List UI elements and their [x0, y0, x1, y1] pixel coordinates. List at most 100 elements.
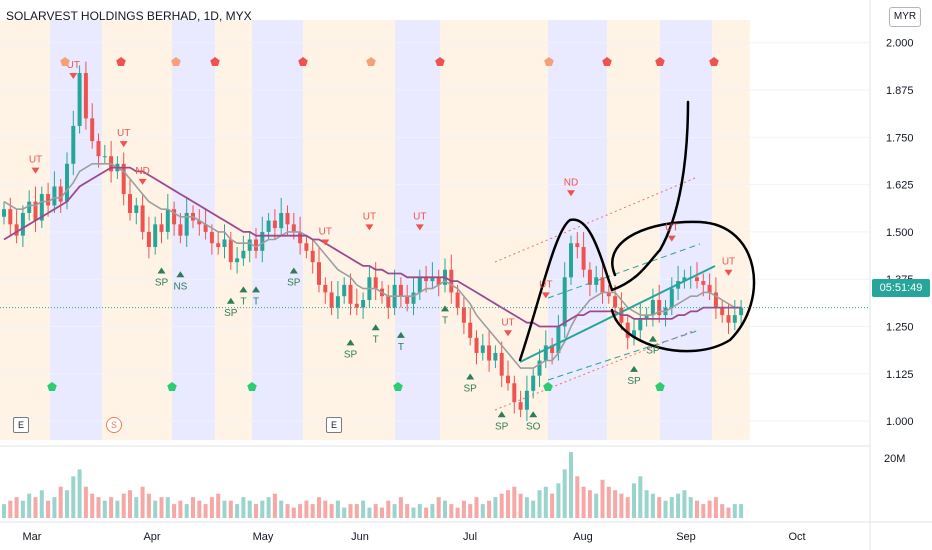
- volume-bar: [373, 504, 378, 518]
- top-signal-marker: [210, 57, 220, 66]
- candle-body: [726, 315, 731, 323]
- signal-label: ND: [564, 177, 578, 188]
- candle-body: [52, 186, 57, 206]
- split-event-icon[interactable]: S: [106, 417, 122, 433]
- signal-ut: UT: [67, 60, 80, 79]
- currency-button[interactable]: MYR: [889, 7, 921, 27]
- buy-triangle: [226, 297, 235, 304]
- candle-body: [682, 277, 687, 282]
- candle-body: [531, 375, 536, 391]
- volume-bar: [537, 490, 542, 518]
- signal-t: T: [239, 286, 248, 307]
- volume-bar: [146, 493, 151, 518]
- volume-bar: [52, 497, 57, 518]
- x-tick-label: Jul: [463, 531, 477, 543]
- signal-label: NS: [173, 281, 187, 292]
- candle-body: [254, 239, 258, 251]
- candle-body: [720, 307, 725, 316]
- signal-label: UT: [501, 317, 514, 328]
- volume-bar: [688, 497, 693, 518]
- signal-label: UT: [363, 211, 376, 222]
- candle-body: [241, 250, 246, 259]
- signal-label: UT: [319, 226, 332, 237]
- buy-triangle: [396, 331, 405, 338]
- channel-outer-line: [494, 177, 696, 263]
- signal-sp: SP: [646, 335, 660, 357]
- candle-body: [216, 243, 221, 248]
- candle-body: [285, 212, 290, 225]
- signal-label: SO: [526, 421, 541, 432]
- volume-bar: [625, 497, 630, 518]
- volume-bar: [701, 504, 706, 518]
- signal-sp: SP: [495, 411, 509, 432]
- candle-body: [468, 322, 473, 338]
- candle-body: [732, 315, 737, 323]
- candle-body: [197, 220, 202, 225]
- background-band: [215, 20, 252, 440]
- buy-triangle: [441, 305, 449, 312]
- volume-bar: [235, 504, 240, 518]
- volume-bar: [197, 500, 202, 518]
- volume-bar: [550, 493, 555, 518]
- buy-triangle: [371, 324, 380, 331]
- volume-bar: [493, 497, 498, 518]
- sell-triangle: [415, 224, 424, 231]
- volume-bar: [443, 500, 447, 518]
- buy-triangle: [497, 411, 506, 418]
- volume-bar: [380, 507, 384, 518]
- candle-body: [669, 288, 674, 308]
- candle-body: [272, 220, 277, 229]
- candle-body: [348, 284, 353, 304]
- candle-body: [178, 224, 183, 236]
- hand-drawn-curve: [610, 100, 690, 292]
- signal-ut: UT: [363, 211, 376, 231]
- candle-body: [373, 277, 378, 289]
- buy-triangle: [289, 267, 298, 274]
- buy-triangle: [176, 271, 185, 278]
- top-signal-marker: [171, 57, 181, 66]
- candle-body: [209, 231, 214, 244]
- volume-bar: [228, 500, 233, 518]
- volume-bar: [279, 500, 284, 518]
- volume-bar: [354, 504, 359, 518]
- volume-bar: [512, 486, 517, 518]
- candle-body: [405, 296, 410, 304]
- x-tick-label: Apr: [143, 531, 160, 543]
- volume-bar: [329, 504, 334, 518]
- volume-bar: [361, 500, 366, 518]
- volume-bar: [216, 493, 221, 518]
- volume-bar: [676, 493, 681, 518]
- candle-body: [83, 72, 88, 119]
- x-tick-label: Aug: [573, 531, 593, 543]
- chart-title: SOLARVEST HOLDINGS BERHAD, 1D, MYX: [6, 9, 252, 23]
- candle-body: [657, 300, 662, 316]
- candle-body: [65, 163, 69, 202]
- volume-bar: [121, 493, 126, 518]
- signal-ut: UT: [722, 257, 735, 276]
- trend-line: [519, 265, 716, 363]
- candle-body: [713, 292, 718, 308]
- bottom-signal-marker: [167, 382, 177, 391]
- volume-bar: [474, 497, 479, 518]
- hand-drawn-curve: [518, 218, 614, 362]
- signal-t: T: [252, 286, 260, 307]
- volume-bar: [254, 504, 258, 518]
- signal-label: UT: [413, 211, 426, 222]
- x-tick-label: Oct: [788, 531, 805, 543]
- candle-body: [33, 201, 38, 221]
- candle-body: [260, 231, 265, 251]
- earnings-event-icon[interactable]: E: [13, 417, 29, 433]
- candle-body: [361, 300, 366, 308]
- earnings-event-icon[interactable]: E: [326, 417, 342, 433]
- top-signal-marker: [709, 57, 719, 66]
- buy-triangle: [648, 335, 657, 342]
- volume-bar: [342, 507, 347, 518]
- volume-bar: [39, 490, 44, 518]
- candle-body: [20, 212, 25, 236]
- candle-body: [430, 277, 435, 282]
- volume-bar: [720, 504, 725, 518]
- volume-bar: [222, 500, 227, 518]
- volume-bar: [594, 493, 599, 518]
- buy-triangle: [630, 365, 638, 372]
